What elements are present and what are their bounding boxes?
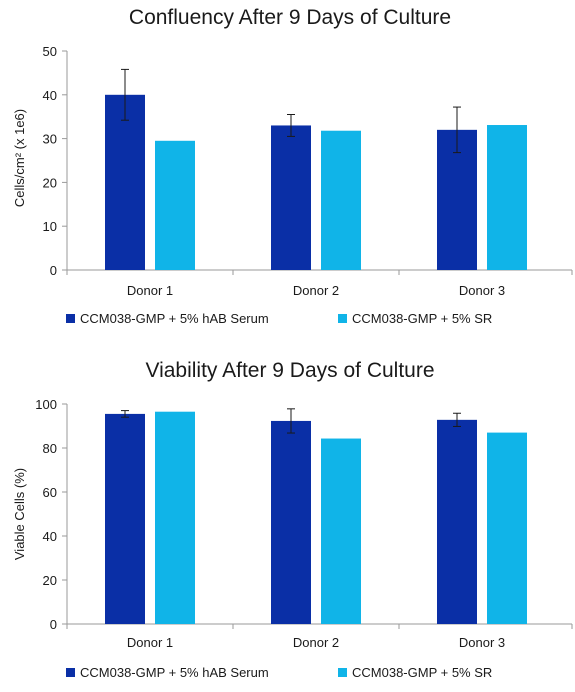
bar-sr [487,432,527,624]
chart-title: Confluency After 9 Days of Culture [129,6,451,29]
y-tick-label: 40 [43,529,57,544]
bar-sr [487,125,527,270]
y-axis-label: Viable Cells (%) [12,468,27,560]
bar-sr [155,140,195,270]
bar-hab-serum [271,420,311,624]
bar-sr [155,411,195,624]
x-tick-label: Donor 1 [127,283,173,298]
y-tick-label: 10 [43,219,57,234]
viability-chart: Viability After 9 Days of Culture Viable… [12,359,573,680]
y-axis-label: Cells/cm² (x 1e6) [12,109,27,207]
bar-hab-serum [271,125,311,271]
y-tick-label: 40 [43,88,57,103]
legend-label: CCM038-GMP + 5% SR [352,311,492,326]
legend-swatch [66,314,75,323]
y-tick-label: 20 [43,573,57,588]
axes: 0 20 40 60 80 100 Donor 1 Donor 2 Donor 3 [35,397,573,650]
bar-sr [321,130,361,270]
bars [105,408,527,624]
x-tick-label: Donor 2 [293,283,339,298]
legend: CCM038-GMP + 5% hAB Serum CCM038-GMP + 5%… [66,311,492,326]
x-tick-label: Donor 3 [459,635,505,650]
y-tick-label: 50 [43,44,57,59]
legend-swatch [338,314,347,323]
x-tick-label: Donor 3 [459,283,505,298]
chart-title: Viability After 9 Days of Culture [145,359,434,382]
legend-swatch [66,668,75,677]
confluency-chart: Confluency After 9 Days of Culture Cells… [12,6,573,326]
bars [105,68,527,271]
x-tick-label: Donor 2 [293,635,339,650]
bar-hab-serum [437,419,477,624]
bar-hab-serum [105,413,145,624]
y-tick-label: 100 [35,397,57,412]
y-tick-label: 0 [50,617,57,632]
y-tick-label: 80 [43,441,57,456]
legend-label: CCM038-GMP + 5% SR [352,665,492,680]
y-tick-label: 0 [50,263,57,278]
x-tick-label: Donor 1 [127,635,173,650]
y-tick-label: 20 [43,175,57,190]
bar-hab-serum [105,94,145,270]
legend: CCM038-GMP + 5% hAB Serum CCM038-GMP + 5%… [66,665,492,680]
legend-swatch [338,668,347,677]
y-tick-label: 30 [43,132,57,147]
y-tick-label: 60 [43,485,57,500]
bar-hab-serum [437,129,477,270]
legend-label: CCM038-GMP + 5% hAB Serum [80,311,269,326]
bar-sr [321,438,361,624]
axes: 0 10 20 30 40 50 Donor 1 Donor 2 Donor 3 [43,44,573,298]
legend-label: CCM038-GMP + 5% hAB Serum [80,665,269,680]
